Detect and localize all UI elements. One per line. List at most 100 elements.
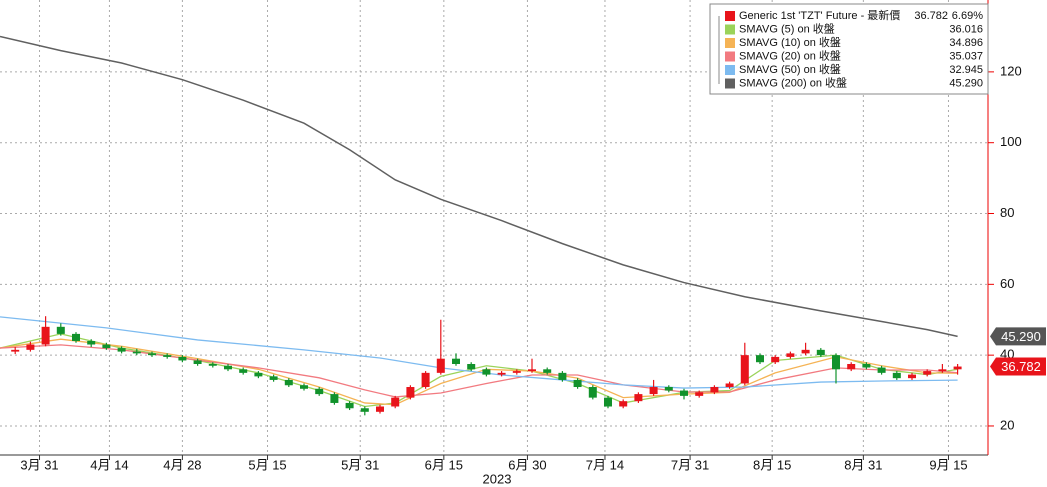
- candle-body: [756, 355, 764, 363]
- legend-label: SMAVG (20) on 收盤: [739, 48, 841, 62]
- candle-body: [710, 387, 719, 393]
- candle-body: [649, 387, 658, 395]
- legend-label: SMAVG (50) on 收盤: [739, 62, 841, 76]
- legend-swatch: [725, 51, 735, 62]
- candle-body: [908, 374, 916, 379]
- candle-body: [467, 364, 476, 370]
- candle-body: [452, 358, 460, 364]
- x-tick-label: 5月 15: [248, 457, 286, 472]
- candle-body: [239, 369, 248, 373]
- candle-body: [497, 372, 506, 375]
- ma-line: [0, 35, 958, 338]
- candle-body: [300, 385, 308, 389]
- candle-body: [816, 349, 825, 356]
- candle-body: [862, 364, 871, 368]
- y-tick-label: 100: [1000, 134, 1022, 149]
- ma-line: [0, 344, 958, 398]
- legend-value: 32.945: [949, 64, 983, 76]
- price-tag: [990, 327, 1046, 346]
- x-tick-label: 6月 30: [508, 457, 546, 472]
- x-tick-label: 5月 31: [341, 457, 379, 472]
- legend-change: 6.69%: [952, 10, 983, 22]
- candle-body: [102, 344, 111, 349]
- candle-body: [695, 392, 704, 396]
- legend-label: SMAVG (5) on 收盤: [739, 21, 835, 35]
- legend-swatch: [725, 78, 735, 89]
- candle-body: [832, 355, 840, 370]
- candle-body: [269, 376, 278, 380]
- candle-body: [877, 367, 886, 373]
- legend-swatch: [725, 38, 735, 48]
- candle-body: [360, 408, 369, 412]
- candle-body: [254, 372, 263, 377]
- legend-value: 34.896: [949, 37, 983, 49]
- candle-body: [132, 351, 141, 354]
- candle-body: [178, 356, 187, 361]
- x-tick-label: 7月 14: [586, 457, 624, 472]
- candle-body: [786, 353, 795, 357]
- candle-body: [680, 390, 688, 396]
- candle-body: [193, 360, 202, 364]
- legend-value: 35.037: [949, 50, 983, 62]
- candle-body: [148, 353, 156, 356]
- y-tick-label: 80: [1000, 205, 1014, 220]
- candle-body: [11, 349, 20, 352]
- candle-body: [588, 387, 597, 398]
- price-tag-label: 36.782: [1001, 359, 1041, 374]
- candle-body: [573, 379, 582, 388]
- y-tick-label: 20: [1000, 417, 1014, 432]
- ma-line: [0, 333, 958, 408]
- candle-body: [740, 355, 749, 384]
- candle-body: [56, 326, 65, 334]
- legend-label: SMAVG (10) on 收盤: [739, 35, 841, 49]
- x-tick-label: 4月 14: [90, 457, 128, 472]
- x-tick-label: 4月 28: [163, 457, 201, 472]
- legend-value: 45.290: [949, 77, 983, 89]
- candle-body: [634, 394, 643, 402]
- candle-body: [72, 333, 80, 341]
- candle-body: [725, 383, 734, 388]
- candle-body: [482, 369, 491, 375]
- x-axis-label: 2023: [483, 471, 512, 486]
- candle-body: [26, 344, 35, 350]
- legend: Generic 1st 'TZT' Future - 最新價 36.782 SMAV…: [709, 3, 989, 95]
- candle-body: [619, 401, 628, 407]
- candle-body: [664, 387, 673, 391]
- candle-body: [330, 394, 339, 403]
- candle-body: [391, 397, 400, 407]
- candle-body: [41, 326, 50, 345]
- legend-box: [709, 3, 989, 95]
- candle-body: [953, 366, 962, 370]
- candle-body: [604, 397, 612, 407]
- x-tick-label: 7月 31: [671, 457, 709, 472]
- candle-body: [87, 340, 96, 345]
- candle-body: [345, 402, 354, 409]
- candle-body: [528, 369, 536, 372]
- candle-body: [771, 356, 780, 363]
- ma-line: [0, 316, 958, 389]
- y-tick-label: 60: [1000, 276, 1014, 291]
- candle-body: [801, 349, 810, 354]
- candle-body: [938, 369, 947, 372]
- candle-body: [421, 372, 430, 388]
- x-tick-label: 3月 31: [20, 457, 58, 472]
- x-tick-label: 9月 15: [929, 457, 967, 472]
- y-tick-label: 120: [1000, 63, 1022, 78]
- candle-body: [512, 371, 521, 373]
- x-tick-label: 8月 15: [753, 457, 791, 472]
- legend-swatch: [725, 24, 735, 35]
- candle-body: [315, 388, 324, 395]
- candle-body: [892, 372, 901, 379]
- candle-body: [543, 369, 552, 373]
- candle-body: [376, 406, 384, 412]
- x-tick-label: 8月 31: [844, 457, 882, 472]
- legend-swatch: [725, 65, 735, 75]
- candle-body: [406, 387, 415, 398]
- candle-body: [436, 358, 445, 373]
- legend-label: Generic 1st 'TZT' Future - 最新價: [739, 8, 900, 22]
- ma-line: [0, 338, 958, 406]
- legend-value: 36.782: [914, 10, 948, 22]
- candle-body: [117, 348, 126, 352]
- legend-value: 36.016: [949, 23, 983, 35]
